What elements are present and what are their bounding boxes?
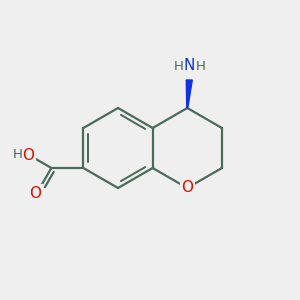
Text: H: H bbox=[173, 59, 183, 73]
Text: H: H bbox=[12, 148, 22, 161]
Text: H: H bbox=[195, 59, 205, 73]
Text: N: N bbox=[184, 58, 195, 74]
Text: O: O bbox=[22, 148, 34, 163]
Text: O: O bbox=[181, 181, 193, 196]
Text: O: O bbox=[29, 186, 41, 201]
Polygon shape bbox=[186, 80, 192, 108]
